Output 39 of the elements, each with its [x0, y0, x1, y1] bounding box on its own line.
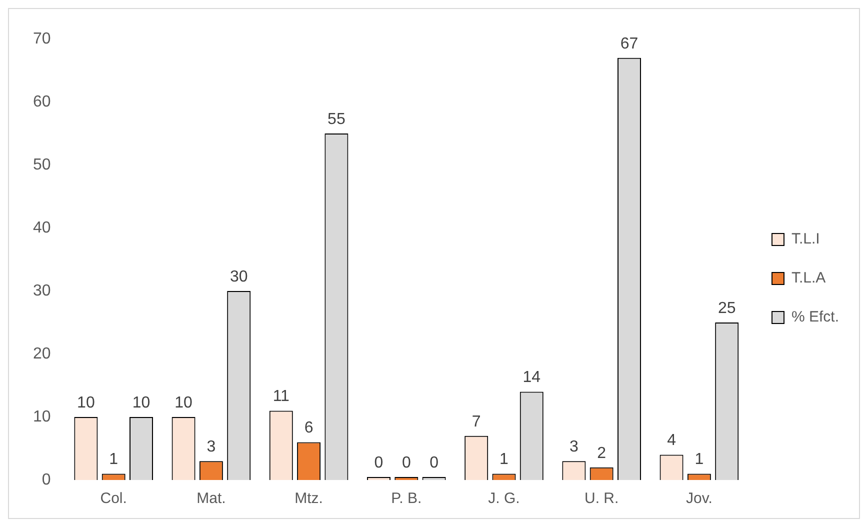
data-label: 10: [174, 394, 193, 412]
y-tick-label: 70: [33, 30, 51, 48]
data-label: 11: [272, 388, 290, 406]
data-label: 4: [667, 432, 676, 450]
legend-label: T.L.A: [791, 270, 826, 287]
x-tick-label: Mat.: [196, 490, 226, 508]
data-label: 1: [694, 451, 704, 468]
x-tick-label: P. B.: [391, 490, 422, 508]
data-label: 1: [500, 451, 509, 468]
data-label: 0: [374, 454, 384, 472]
data-label: 7: [472, 413, 481, 430]
data-label: 25: [718, 300, 736, 317]
data-label: 1: [109, 451, 118, 468]
data-label: 10: [132, 394, 150, 412]
x-tick-label: Mtz.: [294, 490, 323, 508]
legend-label: T.L.I: [791, 230, 820, 248]
data-label: 55: [328, 110, 346, 128]
y-tick-label: 50: [33, 156, 51, 174]
data-label: 0: [430, 454, 439, 472]
data-label: 10: [77, 394, 95, 412]
data-label: 6: [304, 420, 314, 437]
x-tick-label: Jov.: [686, 490, 712, 508]
legend-label: % Efct.: [791, 308, 840, 326]
y-tick-label: 30: [33, 282, 51, 300]
x-tick-label: U. R.: [584, 490, 619, 508]
y-tick-label: 40: [33, 219, 51, 236]
data-label: 14: [522, 369, 541, 386]
y-tick-label: 0: [42, 471, 51, 488]
data-label: 67: [620, 35, 638, 52]
data-label: 0: [402, 454, 411, 472]
data-label: 3: [206, 438, 216, 456]
y-tick-label: 60: [33, 93, 51, 110]
data-label: 3: [569, 438, 578, 456]
x-tick-label: J. G.: [488, 490, 520, 508]
data-label: 2: [597, 444, 606, 462]
x-tick-label: Col.: [100, 490, 127, 508]
y-tick-label: 10: [33, 408, 51, 426]
data-label: 30: [230, 268, 248, 286]
y-tick-label: 20: [33, 345, 51, 362]
